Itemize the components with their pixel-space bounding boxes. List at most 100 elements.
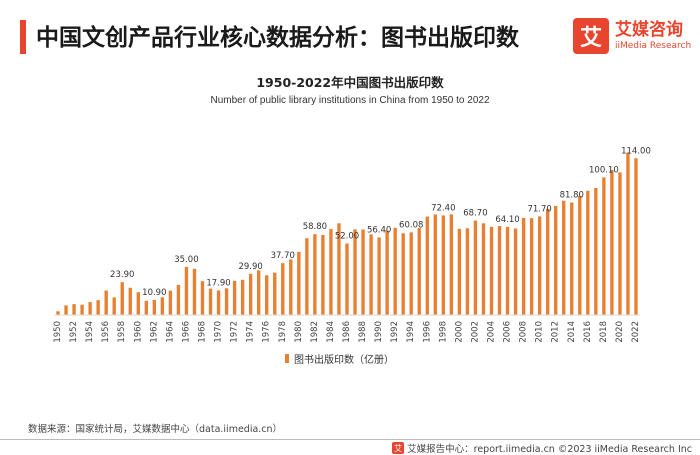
data-label-2002: 68.70 bbox=[463, 209, 487, 219]
x-tick-label-1968: 1968 bbox=[198, 321, 208, 343]
chart-subtitle: Number of public library institutions in… bbox=[210, 95, 490, 106]
bar-1974 bbox=[248, 273, 253, 315]
bar-2016 bbox=[586, 190, 590, 315]
logo-name-cn: 艾媒咨询 bbox=[615, 19, 683, 40]
x-tick-label-2012: 2012 bbox=[551, 321, 561, 343]
bar-2021 bbox=[626, 152, 630, 315]
x-tick-label-1950: 1950 bbox=[53, 321, 63, 343]
data-label-1998: 72.40 bbox=[431, 203, 455, 213]
data-source-note: 数据来源：国家统计局，艾媒数据中心（data.iimedia.cn） bbox=[28, 424, 283, 435]
bar-2017 bbox=[594, 187, 598, 315]
bar-1979 bbox=[289, 259, 293, 315]
data-label-1978: 37.70 bbox=[271, 251, 295, 261]
x-tick-label-2006: 2006 bbox=[503, 321, 513, 343]
data-label-1986: 52.00 bbox=[335, 232, 359, 242]
data-label-1974: 29.90 bbox=[238, 262, 262, 272]
bar-1952 bbox=[72, 304, 76, 315]
bar-1982 bbox=[313, 234, 317, 315]
x-tick-label-2000: 2000 bbox=[454, 321, 464, 343]
bar-1956 bbox=[104, 290, 108, 315]
bar-2001 bbox=[465, 228, 470, 315]
bar-2000 bbox=[457, 228, 462, 315]
x-tick-label-1978: 1978 bbox=[278, 321, 288, 343]
footer-divider bbox=[0, 439, 700, 440]
data-label-1970: 17.90 bbox=[206, 278, 230, 288]
legend-label: 图书出版印数（亿册） bbox=[294, 355, 394, 366]
legend-swatch bbox=[285, 354, 289, 363]
data-label-1958: 23.90 bbox=[110, 270, 134, 280]
x-tick-label-1974: 1974 bbox=[246, 321, 256, 343]
bar-1950 bbox=[56, 311, 60, 315]
bar-1955 bbox=[96, 300, 100, 315]
bar-1961 bbox=[144, 300, 148, 315]
bar-2004 bbox=[489, 226, 494, 315]
bar-2020 bbox=[618, 172, 622, 315]
data-label-2014: 81.80 bbox=[560, 191, 584, 201]
brand-logo: 艾 艾媒咨询 iiMedia Research bbox=[573, 18, 691, 54]
bar-1958 bbox=[120, 282, 124, 315]
bar-1969 bbox=[208, 288, 213, 315]
bar-1970 bbox=[216, 290, 221, 315]
bar-2013 bbox=[562, 200, 566, 315]
bar-2003 bbox=[481, 223, 486, 315]
x-tick-label-1988: 1988 bbox=[358, 321, 368, 343]
bar-1985 bbox=[337, 223, 341, 315]
footer-logo-icon: 艾 bbox=[392, 442, 405, 454]
bar-1965 bbox=[176, 284, 181, 315]
x-tick-label-1970: 1970 bbox=[214, 321, 224, 343]
bar-1988 bbox=[361, 229, 365, 315]
footer: 艾 艾媒报告中心：report.iimedia.cn ©2023 iiMedia… bbox=[392, 441, 692, 455]
bar-1972 bbox=[232, 280, 237, 315]
x-tick-label-1966: 1966 bbox=[181, 321, 191, 343]
title-accent-bar bbox=[20, 20, 26, 54]
chart-title: 1950-2022年中国图书出版印数 bbox=[256, 75, 444, 90]
x-tick-label-1954: 1954 bbox=[85, 321, 95, 343]
bar-1954 bbox=[88, 302, 92, 315]
bar-2014 bbox=[570, 202, 574, 315]
x-tick-label-2022: 2022 bbox=[631, 321, 641, 343]
x-tick-label-2008: 2008 bbox=[519, 321, 529, 343]
bar-2018 bbox=[602, 177, 606, 315]
bar-1963 bbox=[160, 297, 165, 315]
bar-1976 bbox=[265, 275, 269, 315]
bar-1999 bbox=[449, 214, 454, 315]
bar-2006 bbox=[505, 226, 510, 315]
bar-1973 bbox=[240, 279, 245, 315]
bar-1980 bbox=[297, 251, 301, 315]
bar-1953 bbox=[80, 304, 84, 315]
bar-1957 bbox=[112, 297, 116, 315]
x-tick-label-1986: 1986 bbox=[342, 321, 352, 343]
bar-2002 bbox=[473, 220, 478, 315]
bar-1981 bbox=[305, 238, 309, 315]
bar-2005 bbox=[497, 226, 502, 315]
chart-legend: 图书出版印数（亿册） bbox=[285, 351, 394, 366]
bar-1989 bbox=[369, 234, 373, 315]
x-tick-label-1996: 1996 bbox=[422, 321, 432, 343]
bar-1964 bbox=[168, 290, 173, 315]
data-label-2010: 71.70 bbox=[527, 204, 551, 214]
bar-1986 bbox=[345, 243, 349, 315]
x-tick-label-1956: 1956 bbox=[101, 321, 111, 343]
bar-1977 bbox=[273, 272, 277, 315]
x-tick-label-1972: 1972 bbox=[230, 321, 240, 343]
bar-2007 bbox=[513, 228, 518, 315]
data-label-1982: 58.80 bbox=[303, 222, 327, 232]
bar-2019 bbox=[610, 170, 614, 315]
bar-1993 bbox=[401, 233, 405, 315]
bar-1992 bbox=[393, 227, 397, 315]
x-tick-label-1998: 1998 bbox=[438, 321, 448, 343]
data-label-1966: 35.00 bbox=[174, 255, 198, 265]
bar-1995 bbox=[417, 228, 421, 315]
bar-2008 bbox=[521, 217, 526, 316]
x-tick-label-2010: 2010 bbox=[535, 321, 545, 343]
x-tick-label-1994: 1994 bbox=[406, 321, 416, 343]
logo-name-en: iiMedia Research bbox=[615, 40, 692, 51]
bar-1991 bbox=[385, 230, 389, 315]
x-tick-label-1992: 1992 bbox=[390, 321, 400, 343]
x-tick-label-1976: 1976 bbox=[262, 321, 272, 343]
x-tick-label-2004: 2004 bbox=[486, 321, 496, 343]
data-label-1962: 10.90 bbox=[142, 288, 166, 298]
data-label-1994: 60.08 bbox=[399, 220, 423, 230]
x-tick-label-1990: 1990 bbox=[374, 321, 384, 343]
x-tick-label-1964: 1964 bbox=[165, 321, 175, 343]
